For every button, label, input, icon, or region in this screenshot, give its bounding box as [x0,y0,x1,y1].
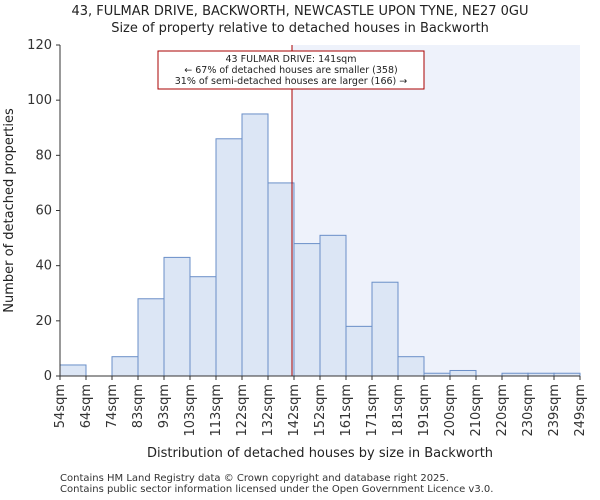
x-tick-label-142sqm: 142sqm [287,384,302,437]
chart-subtitle: Size of property relative to detached ho… [111,21,489,36]
footer-copyright: Contains HM Land Registry data © Crown c… [60,473,449,484]
bar-113sqm [215,138,243,377]
y-tick-label-0: 0 [44,369,52,384]
x-tick-label-230sqm: 230sqm [521,384,536,437]
y-tick-label-80: 80 [35,148,52,163]
x-tick-label-152sqm: 152sqm [313,384,328,437]
x-tick-label-74sqm: 74sqm [105,384,120,428]
x-tick-label-113sqm: 113sqm [209,384,224,437]
annotation-line-3: 31% of semi-detached houses are larger (… [175,76,408,87]
bar-74sqm [111,356,139,377]
bar-83sqm [137,298,165,377]
bar-152sqm [319,234,347,377]
bar-93sqm [163,256,191,377]
y-axis-title: Number of detached properties [2,108,17,313]
bar-171sqm [371,281,399,377]
x-tick-label-220sqm: 220sqm [495,384,510,437]
x-tick-label-64sqm: 64sqm [79,384,94,428]
annotation-line-1: 43 FULMAR DRIVE: 141sqm [226,54,357,65]
annotation-line-2: ← 67% of detached houses are smaller (35… [184,65,397,76]
x-tick-label-191sqm: 191sqm [417,384,432,437]
x-tick-label-132sqm: 132sqm [261,384,276,437]
bar-181sqm [397,356,425,377]
x-tick-label-181sqm: 181sqm [391,384,406,437]
annotation-box [157,50,425,90]
bar-103sqm [189,276,217,377]
x-tick-label-171sqm: 171sqm [365,384,380,437]
x-tick-label-210sqm: 210sqm [469,384,484,437]
y-tick-label-60: 60 [35,204,52,219]
x-tick-label-239sqm: 239sqm [547,384,562,437]
bar-200sqm [449,369,477,377]
y-tick-label-100: 100 [27,93,52,108]
footer-licence: Contains public sector information licen… [60,484,494,495]
y-tick-label-20: 20 [35,314,52,329]
y-tick-label-40: 40 [35,259,52,274]
x-tick-label-122sqm: 122sqm [235,384,250,437]
x-axis-title: Distribution of detached houses by size … [147,446,493,461]
x-tick-label-83sqm: 83sqm [131,384,146,428]
x-tick-label-103sqm: 103sqm [183,384,198,437]
bar-142sqm [293,243,321,377]
x-tick-label-200sqm: 200sqm [443,384,458,437]
bar-54sqm [59,364,87,377]
x-tick-label-93sqm: 93sqm [157,384,172,428]
chart-title: 43, FULMAR DRIVE, BACKWORTH, NEWCASTLE U… [71,4,529,19]
y-tick-label-120: 120 [27,38,52,53]
bar-132sqm [267,182,295,377]
x-tick-label-54sqm: 54sqm [53,384,68,428]
bar-122sqm [241,113,269,377]
bar-161sqm [345,325,373,377]
x-tick-label-249sqm: 249sqm [573,384,588,437]
x-tick-label-161sqm: 161sqm [339,384,354,437]
